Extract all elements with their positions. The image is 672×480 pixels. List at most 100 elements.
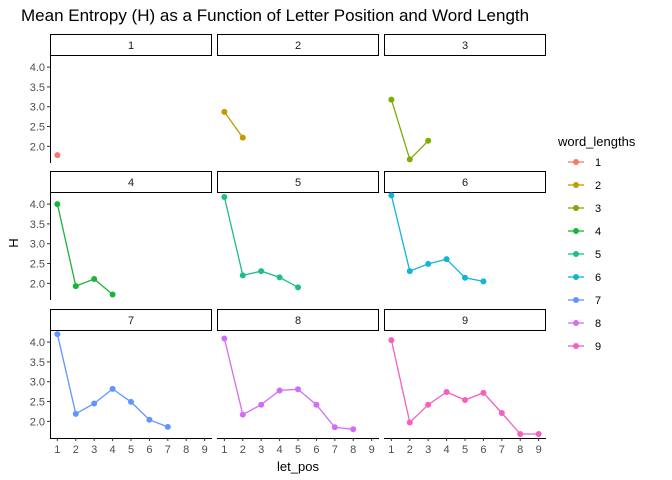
facet-panel-4: 4 2.0 2.5 3.0 3.5 4.0 [30, 171, 212, 300]
data-point [331, 424, 338, 431]
legend-key-point [573, 228, 579, 234]
y-tick-label: 2.0 [30, 416, 45, 428]
x-tick-label: 8 [350, 444, 356, 456]
facet-strip-label: 8 [295, 315, 301, 327]
facet-strip-label: 6 [462, 177, 468, 189]
facet-strip-label: 1 [128, 40, 134, 52]
legend-item-1: 1 [568, 157, 601, 169]
facet-strip [384, 309, 546, 331]
data-point [425, 137, 432, 144]
legend-label: 5 [595, 249, 601, 261]
x-tick-label: 3 [425, 444, 431, 456]
data-point [295, 284, 301, 291]
facet-panel-8: 81 2 3 4 5 6 7 8 9 [217, 309, 379, 456]
legend-item-9: 9 [568, 341, 601, 353]
facet-strip [384, 171, 546, 193]
y-tick-label: 4.0 [30, 337, 45, 349]
series-line-9 [390, 339, 539, 435]
legend-item-6: 6 [568, 272, 601, 284]
y-tick-label: 3.5 [30, 219, 45, 231]
facet-panel-6: 6 [384, 171, 546, 285]
x-tick-label: 5 [295, 444, 301, 456]
facet-panel-3: 3 [384, 34, 546, 163]
x-tick-label: 1 [388, 444, 394, 456]
data-point [54, 152, 61, 159]
facet-panel-7: 72.02.53.03.54.01 2 3 4 5 6 7 8 9 [30, 309, 212, 456]
y-tick-label: 3.5 [30, 82, 45, 94]
facet-strip [50, 34, 212, 56]
facet-strip-label: 3 [462, 40, 468, 52]
facet-strip [50, 309, 212, 331]
x-tick-label: 9 [202, 444, 208, 456]
data-point [388, 337, 395, 344]
data-point [462, 274, 468, 281]
data-point [462, 396, 468, 403]
data-point [128, 398, 134, 405]
x-tick-label: 2 [73, 444, 79, 456]
data-point [221, 108, 228, 115]
data-point [443, 389, 450, 396]
y-tick-label: 3.0 [30, 239, 45, 251]
data-point [425, 260, 432, 267]
legend-item-3: 3 [568, 203, 601, 215]
legend-item-2: 2 [568, 180, 601, 192]
y-axis-title: H [6, 238, 21, 247]
legend-key-point [573, 159, 579, 165]
x-tick-label: 7 [499, 444, 505, 456]
legend-title: word_lengths [557, 134, 636, 149]
y-tick-label: 3.0 [30, 102, 45, 114]
chart-title: Mean Entropy (H) as a Function of Letter… [21, 6, 529, 25]
legend-key-point [573, 205, 579, 211]
legend-key-point [573, 274, 579, 280]
facet-panel-2: 2 [217, 34, 379, 141]
facet-strip-label: 9 [462, 315, 468, 327]
facet-panel-1: 1 2.0 2.5 3.0 3.5 4.0 [30, 34, 212, 163]
facet-strip-label: 4 [128, 177, 134, 189]
x-tick-label: 4 [444, 444, 450, 456]
x-tick-label: 6 [313, 444, 319, 456]
y-tick-label: 2.5 [30, 397, 45, 409]
x-tick-label: 4 [277, 444, 283, 456]
data-point [258, 401, 265, 408]
data-point [164, 423, 171, 430]
x-tick-label: 8 [517, 444, 523, 456]
x-tick-label: 1 [54, 444, 60, 456]
legend-key-point [573, 320, 579, 326]
facet-panel-9: 9 1 2 3 4 5 6 7 8 9 [384, 309, 546, 456]
legend-label: 1 [595, 157, 601, 169]
data-point [239, 411, 246, 418]
y-tick-label: 4.0 [30, 62, 45, 74]
x-tick-label: 3 [91, 444, 97, 456]
data-point [295, 386, 301, 393]
x-tick-label: 2 [407, 444, 413, 456]
data-point [91, 400, 98, 407]
legend-key-point [573, 182, 579, 188]
x-tick-label: 3 [258, 444, 264, 456]
x-tick-label: 4 [110, 444, 116, 456]
y-tick-label: 2.0 [30, 141, 45, 153]
data-point [388, 192, 395, 199]
facet-strip-label: 5 [295, 177, 301, 189]
y-tick-label: 2.5 [30, 122, 45, 134]
data-point [443, 256, 450, 263]
data-point [109, 291, 116, 298]
legend-item-7: 7 [568, 295, 601, 307]
data-point [480, 389, 487, 396]
series-line-3 [390, 99, 429, 161]
y-tick-label: 2.5 [30, 259, 45, 271]
facet-strip [217, 34, 379, 56]
data-point [146, 416, 153, 423]
data-point [498, 410, 505, 417]
y-tick-label: 3.0 [30, 377, 45, 389]
data-point [388, 96, 395, 103]
legend-label: 3 [595, 203, 601, 215]
data-point [425, 401, 432, 408]
data-point [258, 268, 265, 275]
data-point [54, 331, 61, 338]
x-tick-label: 9 [369, 444, 375, 456]
data-point [276, 387, 283, 394]
data-point [72, 410, 79, 417]
facet-strip [50, 171, 212, 193]
x-tick-label: 2 [240, 444, 246, 456]
